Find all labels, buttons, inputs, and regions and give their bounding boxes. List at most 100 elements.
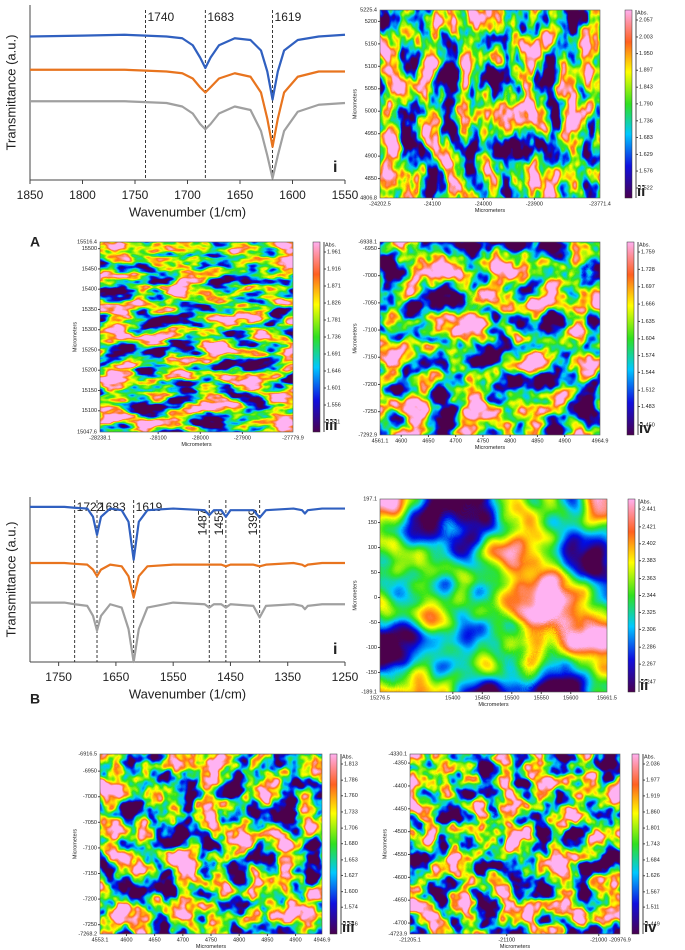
y-tick-label: -150 <box>366 670 377 676</box>
heatmap-image <box>100 754 322 934</box>
x-end-label: -23771.4 <box>589 201 611 207</box>
colorbar <box>627 498 636 693</box>
colorbar-tick-label: 1.556 <box>327 402 341 408</box>
colorbar <box>624 9 633 199</box>
x-end-label: 4964.9 <box>592 438 609 444</box>
y-axis-label: Micrometers <box>352 580 358 611</box>
x-end-label: 4553.1 <box>92 937 109 943</box>
colorbar-title: Abs. <box>640 499 651 505</box>
x-end-label: 4561.1 <box>372 438 389 444</box>
y-tick-label: -7200 <box>363 382 377 388</box>
x-tick-label: 4750 <box>477 438 489 444</box>
colorbar-tick-label: 1.576 <box>639 168 653 174</box>
x-tick-label: 4800 <box>504 438 516 444</box>
colorbar-title: Abs. <box>644 754 655 760</box>
peak-label: 1619 <box>275 10 302 24</box>
y-tick-label: -100 <box>366 645 377 651</box>
y-tick-label: -4600 <box>393 875 407 881</box>
y-end-label: -4330.1 <box>388 751 407 757</box>
heatmap-frame <box>379 9 601 199</box>
x-tick-label: 1450 <box>217 670 244 684</box>
y-end-label: -7292.9 <box>358 432 377 438</box>
peak-label: 1487 <box>195 508 209 535</box>
y-tick-label: -7000 <box>83 794 97 800</box>
colorbar-tick-label: 1.544 <box>641 370 655 376</box>
x-tick-label: 15500 <box>504 695 519 701</box>
y-tick-label: 100 <box>368 545 377 551</box>
x-tick-label: 1250 <box>332 670 359 684</box>
heatmap-image <box>380 242 600 435</box>
colorbar-tick-label: 1.684 <box>646 857 660 863</box>
colorbar-tick-label: 1.919 <box>646 793 660 799</box>
heatmap-image <box>380 499 607 692</box>
x-tick-label: 4900 <box>559 438 571 444</box>
spectrum-line <box>30 601 345 664</box>
x-end-label: -20976.9 <box>609 937 631 943</box>
y-tick-label: 15150 <box>82 388 97 394</box>
colorbar-tick-label: 1.826 <box>327 300 341 306</box>
colorbar-tick-label: 1.950 <box>639 51 653 57</box>
y-tick-label: -7050 <box>363 300 377 306</box>
y-tick-label: 15100 <box>82 408 97 414</box>
spectrum-line <box>30 505 345 561</box>
peak-label: 1683 <box>207 10 234 24</box>
panel-label: ii <box>637 183 645 200</box>
colorbar-title: Abs. <box>637 10 648 16</box>
x-tick-label: 4650 <box>149 937 161 943</box>
x-tick-label: 4600 <box>395 438 407 444</box>
y-tick-label: 150 <box>368 520 377 526</box>
x-tick-label: 4600 <box>120 937 132 943</box>
x-tick-label: 1350 <box>274 670 301 684</box>
y-tick-label: 15250 <box>82 347 97 353</box>
colorbar-tick-label: 1.522 <box>639 185 653 191</box>
y-tick-label: -4350 <box>393 761 407 767</box>
y-tick-label: 5100 <box>365 64 377 70</box>
colorbar-tick-label: 1.574 <box>641 353 655 359</box>
x-tick-label: 1650 <box>103 670 130 684</box>
heatmap-image <box>410 754 620 934</box>
y-tick-label: 5150 <box>365 41 377 47</box>
y-tick-label: -4650 <box>393 898 407 904</box>
colorbar-tick-label: 1.511 <box>327 419 340 425</box>
x-tick-label: 4650 <box>422 438 434 444</box>
colorbar-tick-label: 1.897 <box>639 68 653 74</box>
x-tick-label: -24000 <box>475 201 492 207</box>
x-axis-label: Wavenumber (1/cm) <box>129 204 246 219</box>
colorbar-tick-label: 1.790 <box>639 101 653 107</box>
y-tick-label: 15300 <box>82 327 97 333</box>
y-axis-label: Micrometers <box>382 829 388 860</box>
colorbar-tick-label: 2.402 <box>642 541 656 547</box>
colorbar-tick-label: 2.036 <box>646 761 660 767</box>
colorbar-tick-label: 1.743 <box>646 841 660 847</box>
y-tick-label: -7000 <box>363 273 377 279</box>
y-tick-label: -4450 <box>393 806 407 812</box>
y-tick-label: 5050 <box>365 86 377 92</box>
colorbar-tick-label: 2.267 <box>642 662 656 668</box>
peak-label: 1740 <box>148 10 175 24</box>
colorbar-tick-label: 1.697 <box>641 284 655 290</box>
colorbar-tick-label: 2.421 <box>642 524 656 530</box>
colorbar-tick-label: 1.759 <box>641 249 655 255</box>
x-tick-label: 1750 <box>122 188 149 202</box>
colorbar-title: Abs. <box>342 754 353 760</box>
colorbar-tick-label: 1.728 <box>641 267 655 273</box>
x-tick-label: 4850 <box>531 438 543 444</box>
spectrum-line <box>30 68 345 148</box>
colorbar-tick-label: 1.511 <box>646 905 659 911</box>
colorbar-tick-label: 1.680 <box>344 841 358 847</box>
y-tick-label: -7100 <box>363 328 377 334</box>
x-tick-label: 4900 <box>289 937 301 943</box>
colorbar-tick-label: 2.247 <box>642 679 656 685</box>
y-end-label: -4723.9 <box>388 931 407 937</box>
x-tick-label: 1800 <box>69 188 96 202</box>
colorbar-tick-label: 1.736 <box>639 118 653 124</box>
y-tick-label: -50 <box>369 620 377 626</box>
x-tick-label: -23900 <box>526 201 543 207</box>
y-axis-label: Micrometers <box>352 89 358 120</box>
x-tick-label: 1550 <box>332 188 359 202</box>
colorbar-tick-label: 2.003 <box>639 34 653 40</box>
y-tick-label: -4400 <box>393 783 407 789</box>
colorbar-tick-label: 1.760 <box>344 793 358 799</box>
colorbar-tick-label: 2.286 <box>642 645 656 651</box>
